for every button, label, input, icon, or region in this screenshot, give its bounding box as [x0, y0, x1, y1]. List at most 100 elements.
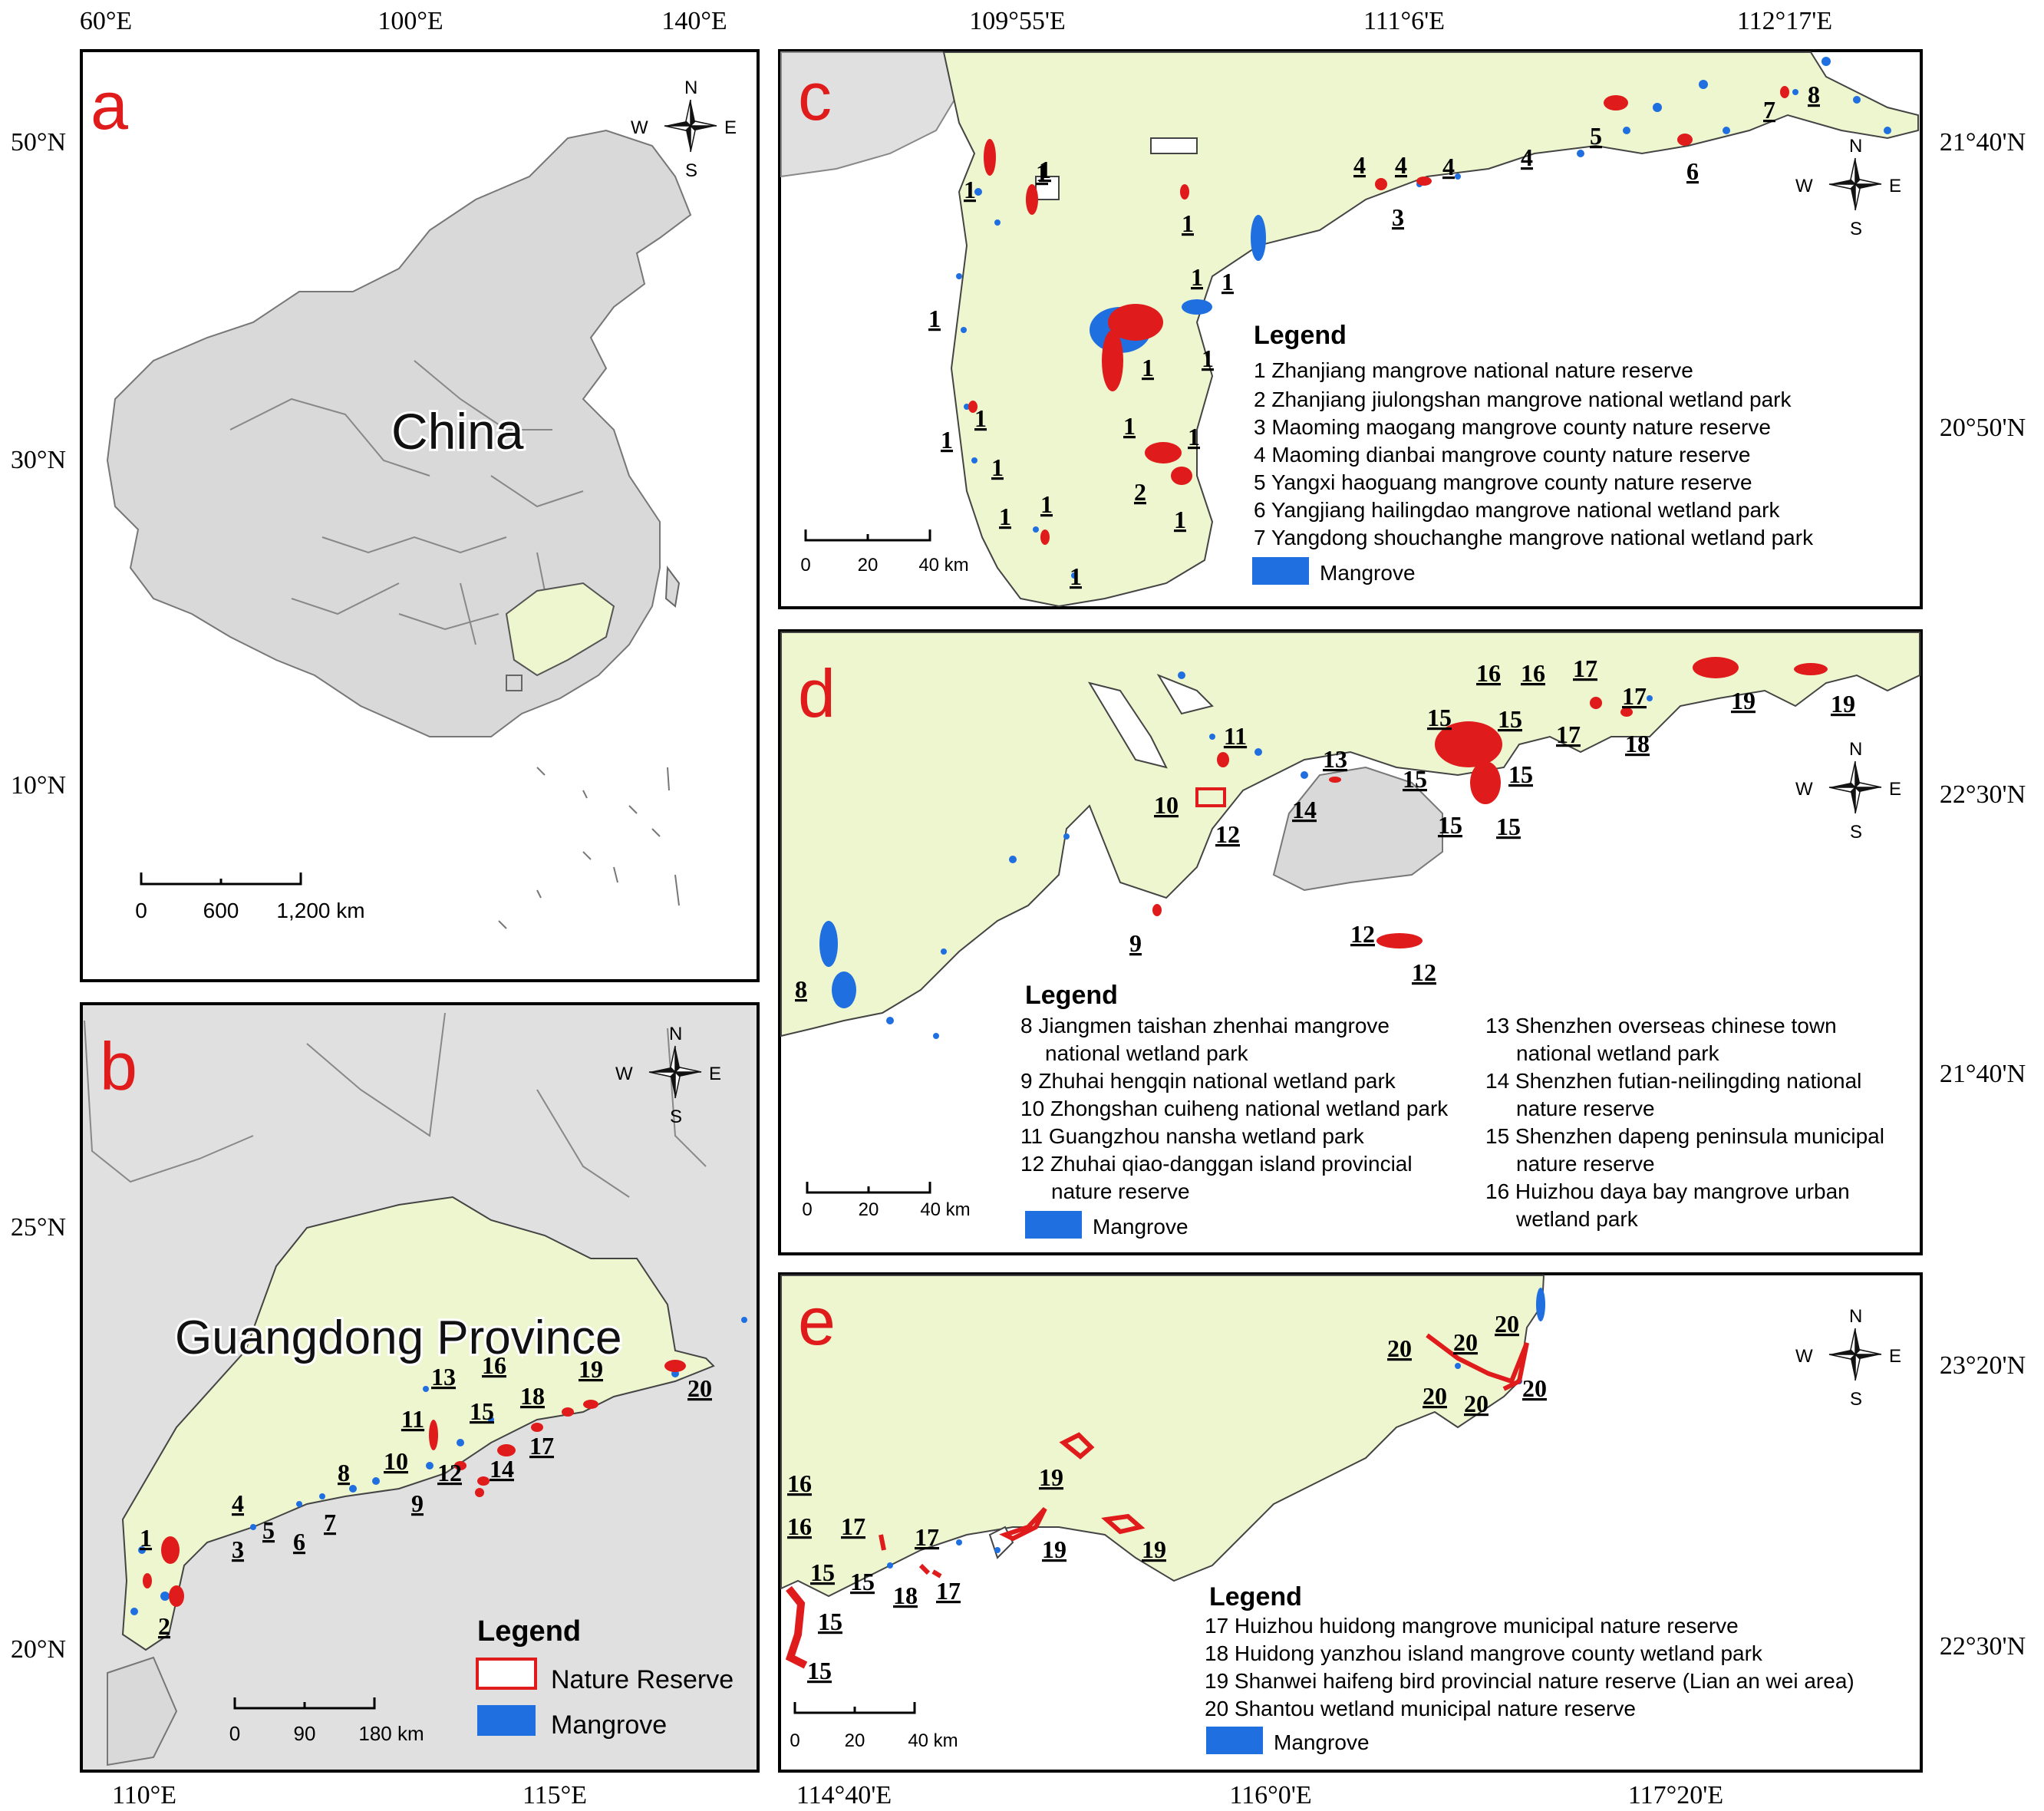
svg-text:19: 19 — [1042, 1536, 1067, 1563]
svg-text:1: 1 — [999, 503, 1011, 530]
svg-text:3: 3 — [1392, 203, 1404, 231]
svg-text:0: 0 — [800, 555, 810, 576]
svg-text:16: 16 — [1476, 659, 1501, 687]
svg-text:10: 10 — [384, 1447, 408, 1475]
svg-text:0: 0 — [802, 1199, 812, 1220]
svg-text:15 Shenzhen dapeng peninsula m: 15 Shenzhen dapeng peninsula municipal — [1485, 1124, 1884, 1148]
svg-text:Mangrove: Mangrove — [1274, 1730, 1370, 1754]
scale-bar-c: 0 20 40 km — [800, 529, 969, 576]
site-labels-e: 16 16 17 17 17 15 15 15 15 18 19 19 19 2… — [787, 1310, 1547, 1684]
panel-b-ticks: 25°N 20°N 110°E 115°E — [11, 1213, 587, 1809]
scale-bar-a: 0 600 1,200 km — [135, 873, 365, 922]
panel-a-letter: a — [91, 68, 128, 143]
scale-bar-e: 0 20 40 km — [790, 1702, 958, 1751]
svg-text:17: 17 — [1573, 655, 1597, 682]
svg-text:E: E — [1889, 779, 1901, 800]
mangrove-patches-b — [130, 1317, 747, 1615]
svg-text:4: 4 — [232, 1489, 244, 1517]
svg-text:E: E — [724, 117, 737, 138]
svg-text:10 Zhongshan cuiheng national: 10 Zhongshan cuiheng national wetland pa… — [1020, 1097, 1449, 1120]
svg-text:100°E: 100°E — [377, 7, 443, 35]
hong-kong-land — [1272, 766, 1443, 892]
pearl-river-land — [780, 632, 1920, 1037]
svg-text:E: E — [1889, 176, 1901, 196]
site-labels-c: 1 1 1 1 1 1 1 1 1 1 1 1 1 1 1 1 1 1 2 3 … — [928, 81, 1820, 590]
svg-text:12 Zhuhai qiao-danggan island: 12 Zhuhai qiao-danggan island provincial — [1020, 1152, 1413, 1176]
svg-text:15: 15 — [818, 1608, 842, 1635]
svg-text:9: 9 — [411, 1489, 424, 1517]
svg-text:13: 13 — [1323, 745, 1347, 773]
svg-text:20: 20 — [1495, 1310, 1519, 1338]
panel-b-letter: b — [100, 1028, 137, 1104]
svg-text:40 km: 40 km — [918, 555, 968, 576]
svg-text:15: 15 — [1508, 760, 1533, 788]
site-labels-b: 1 2 4 3 5 6 7 8 10 9 11 12 13 14 15 16 1… — [140, 1351, 712, 1640]
svg-text:15: 15 — [807, 1657, 832, 1684]
svg-text:7: 7 — [324, 1509, 336, 1536]
svg-text:8: 8 — [795, 975, 807, 1003]
svg-text:4: 4 — [1353, 151, 1366, 179]
svg-text:16: 16 — [482, 1351, 506, 1379]
svg-text:140°E: 140°E — [661, 7, 727, 35]
svg-text:12: 12 — [1215, 820, 1240, 848]
svg-text:12: 12 — [1412, 958, 1436, 986]
svg-text:18: 18 — [1625, 730, 1650, 757]
svg-text:1: 1 — [1142, 354, 1154, 381]
china-label: China — [391, 403, 524, 460]
svg-text:Legend: Legend — [1025, 981, 1118, 1010]
svg-text:20: 20 — [1423, 1382, 1447, 1410]
svg-text:Mangrove: Mangrove — [1320, 561, 1416, 585]
svg-text:19: 19 — [1039, 1463, 1063, 1491]
svg-text:117°20'E: 117°20'E — [1628, 1781, 1723, 1809]
svg-text:S: S — [1850, 1389, 1862, 1410]
svg-text:1: 1 — [1039, 156, 1051, 183]
svg-text:3: 3 — [232, 1536, 244, 1563]
svg-text:14: 14 — [490, 1455, 514, 1483]
svg-text:22°30'N: 22°30'N — [1940, 780, 2026, 809]
svg-text:17: 17 — [936, 1577, 961, 1605]
svg-text:Nature Reserve: Nature Reserve — [551, 1665, 734, 1694]
svg-text:16: 16 — [787, 1470, 812, 1497]
svg-text:1: 1 — [974, 404, 987, 432]
reserve-patches-d — [1152, 657, 1828, 948]
svg-text:17: 17 — [841, 1512, 865, 1540]
svg-text:114°40'E: 114°40'E — [796, 1781, 892, 1809]
svg-text:30°N: 30°N — [11, 446, 66, 474]
svg-text:20 Shantou wetland municipal: 20 Shantou wetland municipal nature rese… — [1205, 1697, 1636, 1720]
svg-text:10°N: 10°N — [11, 771, 66, 800]
svg-text:Legend: Legend — [1254, 321, 1347, 350]
legend-b: Legend Nature Reserve Mangrove — [476, 1615, 734, 1740]
svg-text:1: 1 — [941, 426, 953, 454]
svg-text:N: N — [684, 78, 697, 98]
svg-text:40 km: 40 km — [920, 1199, 970, 1220]
svg-text:110°E: 110°E — [112, 1781, 176, 1809]
svg-text:1: 1 — [928, 305, 941, 332]
svg-text:W: W — [1795, 1346, 1813, 1367]
svg-text:Legend: Legend — [1209, 1582, 1302, 1611]
svg-text:12: 12 — [437, 1459, 462, 1486]
svg-text:1: 1 — [1174, 506, 1186, 533]
panel-d: 8 9 10 11 12 12 12 13 14 15 15 15 15 15 … — [778, 629, 2026, 1255]
svg-text:1: 1 — [1123, 412, 1136, 440]
svg-text:E: E — [1889, 1346, 1901, 1367]
svg-text:15: 15 — [1496, 813, 1521, 840]
svg-text:19: 19 — [1731, 687, 1756, 714]
svg-text:1: 1 — [1036, 159, 1048, 186]
legend-d: Legend 8 Jiangmen taishan zhenhai mangro… — [1020, 981, 1884, 1239]
compass-a: N S E W — [631, 78, 737, 181]
svg-text:S: S — [670, 1107, 682, 1127]
svg-text:S: S — [1850, 822, 1862, 843]
svg-text:17: 17 — [1622, 682, 1647, 710]
svg-text:6 Yangjiang hailingdao mangrov: 6 Yangjiang hailingdao mangrove national… — [1254, 498, 1780, 522]
mangrove-patches-d — [819, 671, 1653, 1039]
reserve-patches-b — [143, 1360, 686, 1607]
svg-text:15: 15 — [1438, 811, 1462, 839]
svg-text:18 Huidong yanzhou island man: 18 Huidong yanzhou island mangrove count… — [1205, 1641, 1763, 1665]
svg-text:15: 15 — [850, 1568, 875, 1595]
svg-text:11 Guangzhou nansha wetland pa: 11 Guangzhou nansha wetland park — [1020, 1124, 1365, 1148]
svg-text:1: 1 — [1070, 562, 1082, 590]
svg-text:20: 20 — [1453, 1328, 1478, 1356]
svg-text:11: 11 — [1224, 722, 1247, 750]
panel-d-letter: d — [798, 655, 836, 731]
